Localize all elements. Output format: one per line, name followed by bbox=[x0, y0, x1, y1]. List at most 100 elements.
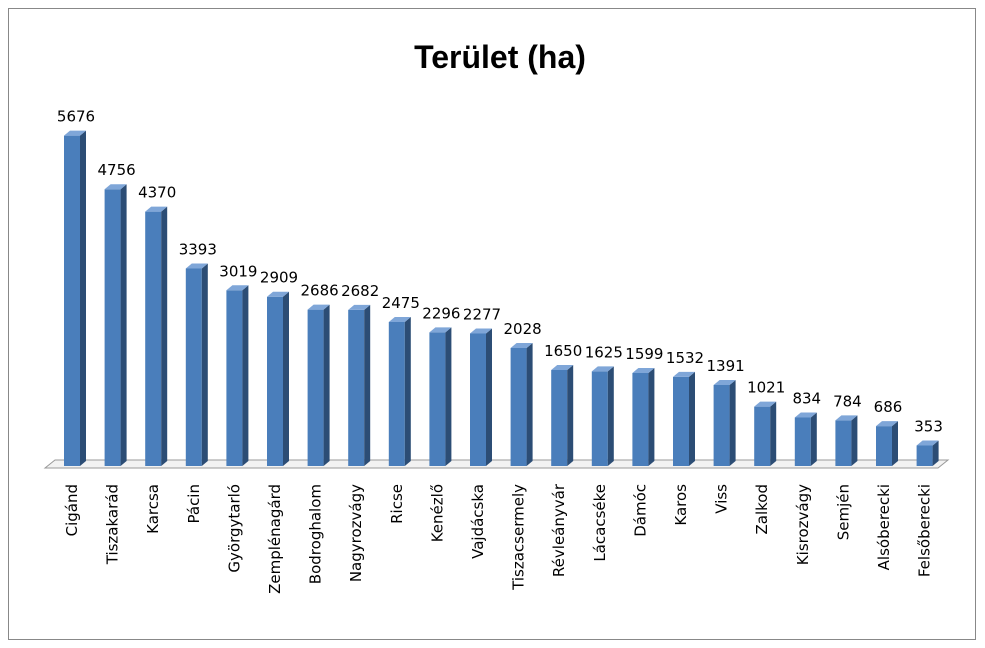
x-tick-label: Tiszacsermely bbox=[510, 484, 528, 591]
value-label: 2682 bbox=[341, 282, 379, 300]
bar-front bbox=[713, 385, 730, 466]
bar-front bbox=[226, 290, 243, 466]
x-tick-label: Alsóberecki bbox=[875, 484, 893, 570]
bar bbox=[388, 316, 411, 466]
x-tick-label: Pácin bbox=[185, 484, 203, 524]
bar-top bbox=[348, 304, 371, 310]
bar bbox=[876, 421, 898, 466]
bar bbox=[754, 401, 777, 466]
x-tick-label: Kenézlő bbox=[428, 484, 446, 542]
bar bbox=[470, 328, 492, 466]
value-label: 2686 bbox=[301, 282, 339, 300]
bar-side bbox=[567, 364, 574, 466]
value-label: 2909 bbox=[260, 269, 298, 287]
bar bbox=[835, 415, 858, 466]
bar-front bbox=[470, 333, 486, 466]
value-label: 1599 bbox=[625, 345, 663, 363]
bar-top bbox=[713, 380, 736, 386]
bar-side bbox=[607, 366, 614, 466]
bar bbox=[145, 206, 168, 466]
bar-side bbox=[770, 401, 777, 466]
bar-front bbox=[185, 268, 202, 466]
bar-top bbox=[632, 367, 655, 373]
bar-side bbox=[201, 263, 208, 466]
x-tick-label: Zalkod bbox=[753, 484, 771, 535]
x-tick-label: Ricse bbox=[388, 484, 406, 524]
x-tick-label: Felsőberecki bbox=[916, 484, 934, 577]
bar-top bbox=[673, 371, 695, 377]
value-label: 1532 bbox=[666, 349, 704, 367]
x-tick-label: Viss bbox=[713, 484, 731, 514]
value-label: 1021 bbox=[747, 379, 785, 397]
value-label: 2475 bbox=[382, 294, 420, 312]
x-tick-label: Zemplénagárd bbox=[266, 484, 284, 594]
bar-top bbox=[226, 285, 249, 291]
x-tick-label: Karos bbox=[672, 484, 690, 526]
bar-top bbox=[470, 328, 492, 334]
value-label: 2277 bbox=[463, 305, 501, 323]
value-label: 1650 bbox=[544, 342, 582, 360]
bar-top bbox=[64, 130, 86, 136]
bar-top bbox=[794, 412, 817, 418]
bar bbox=[916, 440, 939, 466]
bar-top bbox=[429, 327, 452, 333]
x-tick-label: Bodroghalom bbox=[307, 484, 325, 584]
bar-side bbox=[648, 367, 655, 466]
bar-top bbox=[876, 421, 898, 427]
bar bbox=[104, 184, 127, 466]
bar-side bbox=[486, 328, 492, 466]
x-tick-label: Györgytarló bbox=[225, 484, 243, 573]
bar-side bbox=[851, 415, 858, 466]
chart-frame bbox=[8, 8, 976, 640]
bar-top bbox=[754, 401, 777, 407]
bar-side bbox=[689, 371, 695, 466]
bar-top bbox=[104, 184, 127, 190]
value-label: 5676 bbox=[57, 108, 95, 126]
bar-top bbox=[185, 263, 208, 269]
bar-top bbox=[916, 440, 939, 446]
bar-front bbox=[916, 445, 933, 466]
bar-side bbox=[80, 130, 86, 466]
value-label: 353 bbox=[914, 417, 943, 435]
bar bbox=[226, 285, 249, 466]
bar-front bbox=[104, 189, 121, 466]
bar bbox=[794, 412, 817, 466]
chart-title: Terület (ha) bbox=[414, 39, 586, 75]
x-tick-label: Semjén bbox=[834, 484, 852, 540]
bar-front bbox=[754, 406, 771, 466]
x-tick-label: Révleányvár bbox=[550, 483, 568, 577]
x-tick-label: Cigánd bbox=[63, 484, 81, 536]
value-label: 4756 bbox=[98, 161, 136, 179]
bar-top bbox=[551, 364, 574, 370]
bar-side bbox=[445, 327, 452, 466]
bar bbox=[713, 380, 736, 466]
bar-side bbox=[526, 342, 533, 466]
value-label: 4370 bbox=[138, 184, 176, 202]
bar-front bbox=[835, 420, 852, 466]
bar-top bbox=[307, 304, 330, 310]
bar-side bbox=[364, 304, 371, 466]
bar bbox=[429, 327, 452, 466]
bar-front bbox=[267, 296, 283, 466]
x-tick-label: Vajdácska bbox=[469, 484, 487, 559]
bar-side bbox=[932, 440, 939, 466]
bar-front bbox=[794, 417, 811, 466]
bar-front bbox=[632, 372, 649, 466]
x-tick-label: Karcsa bbox=[144, 484, 162, 534]
x-tick-label: Nagyrozvágy bbox=[347, 484, 365, 582]
bar-side bbox=[242, 285, 249, 466]
x-tick-label: Tiszakarád bbox=[104, 484, 122, 565]
bar bbox=[267, 291, 289, 466]
bar-front bbox=[388, 321, 405, 466]
bar-top bbox=[510, 342, 533, 348]
bar-side bbox=[120, 184, 127, 466]
bar-front bbox=[876, 426, 892, 466]
bar-front bbox=[429, 332, 446, 466]
bar-side bbox=[323, 304, 330, 466]
bar-side bbox=[161, 206, 168, 466]
bar-front bbox=[551, 369, 568, 466]
bar-side bbox=[892, 421, 898, 466]
bar bbox=[185, 263, 208, 466]
bar-front bbox=[510, 347, 527, 466]
bar bbox=[673, 371, 695, 466]
